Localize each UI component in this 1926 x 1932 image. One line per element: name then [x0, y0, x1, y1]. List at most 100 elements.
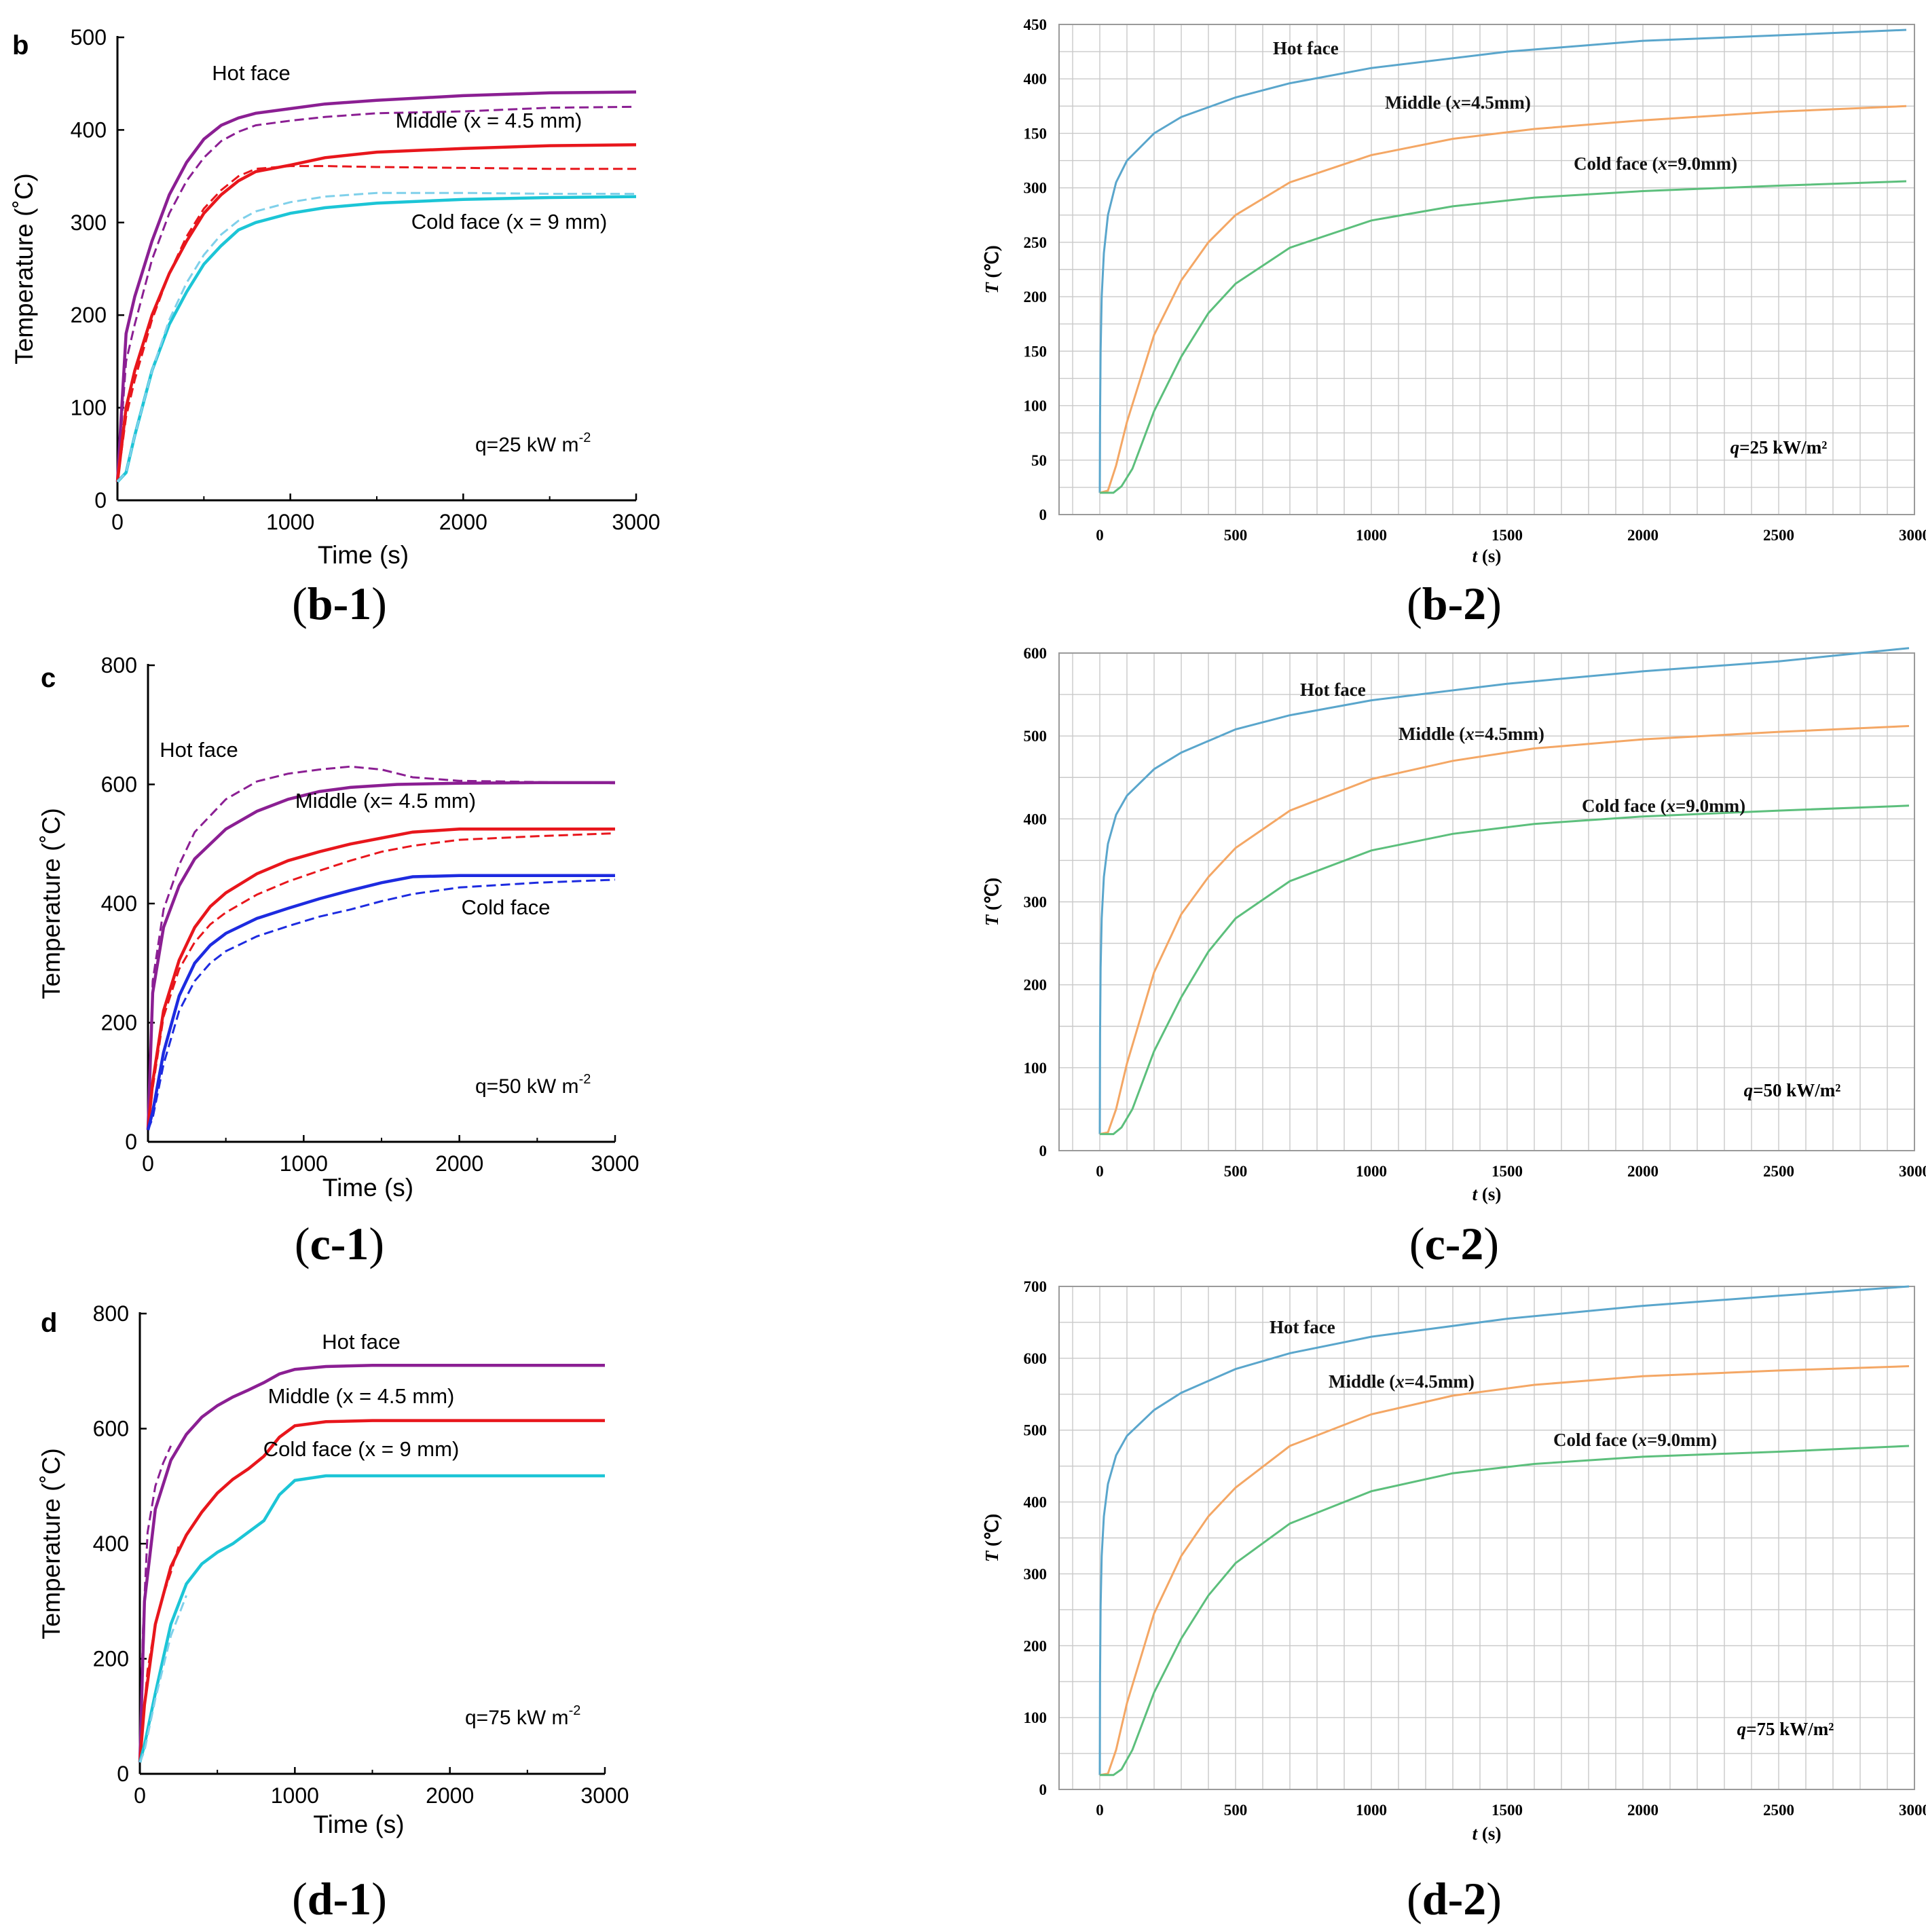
- series-label-post: =9.0mm): [1647, 1430, 1717, 1450]
- y-tick-label: 400: [101, 891, 137, 916]
- series-label-0: Hot face: [1300, 680, 1366, 700]
- caption-close: ): [369, 1218, 384, 1269]
- x-tick-label: 2500: [1763, 1802, 1794, 1819]
- caption-open: (: [1407, 1873, 1422, 1925]
- x-axis-label-var: t: [1473, 1184, 1479, 1204]
- series-label-1: Middle (x=4.5mm): [1329, 1371, 1475, 1392]
- y-tick-label: 600: [101, 773, 137, 797]
- y-axis-label: T (℃): [982, 1514, 1002, 1563]
- x-tick-label: 0: [142, 1151, 154, 1176]
- series-line-0: [1098, 29, 1907, 493]
- caption-open: (: [1409, 1218, 1425, 1269]
- series-line-3: [116, 165, 636, 482]
- series-line-1: [1099, 1365, 1910, 1777]
- x-tick-label: 3000: [591, 1151, 639, 1176]
- y-axis-label-var: T: [982, 914, 1002, 926]
- x-tick-label: 2000: [435, 1151, 483, 1176]
- caption-close: ): [1486, 578, 1502, 629]
- grid: [1059, 24, 1915, 515]
- panel-letter: d: [41, 1308, 57, 1338]
- y-tick-label: 200: [1024, 977, 1048, 994]
- panel-caption: (d-2): [1407, 1873, 1502, 1925]
- x-tick-label: 1500: [1492, 527, 1523, 544]
- y-axis-label-unit: (℃): [982, 878, 1002, 915]
- x-tick-label: 1000: [266, 510, 314, 534]
- series-label-4: Cold face (x = 9 mm): [411, 210, 608, 234]
- caption-open: (: [292, 578, 308, 629]
- x-tick-label: 2000: [439, 510, 487, 534]
- caption-id: d-1: [308, 1873, 371, 1925]
- x-tick-label: 1500: [1492, 1163, 1523, 1180]
- chart-panel-c-1: 0 1000 2000 3000 0 200 400 600 800 c Time (s) Tempe…: [37, 653, 640, 1269]
- x-axis-label: Time (s): [322, 1174, 413, 1202]
- x-tick-label: 500: [1224, 1163, 1248, 1180]
- caption-open: (: [1407, 578, 1422, 629]
- y-tick-label: 400: [93, 1531, 129, 1556]
- series-line-4: [138, 1474, 605, 1763]
- series-line-3: [138, 1546, 180, 1763]
- x-tick-label: 1000: [1356, 527, 1387, 544]
- series-line-0: [1098, 1285, 1910, 1775]
- y-tick-label: 600: [93, 1417, 129, 1441]
- series-line-5: [116, 191, 636, 483]
- series-line-1: [138, 1445, 172, 1763]
- series-line-3: [147, 832, 616, 1130]
- y-tick-label: 0: [117, 1762, 129, 1786]
- x-tick-label: 500: [1224, 527, 1248, 544]
- x-axis-label-unit: (s): [1477, 546, 1501, 566]
- y-tick-label: 500: [1024, 728, 1048, 745]
- y-tick-label: 450: [1024, 16, 1048, 33]
- y-tick-label: 400: [71, 117, 107, 142]
- series-label-var: x: [1464, 724, 1475, 744]
- x-tick-label: 2000: [1627, 527, 1659, 544]
- series-label-var: x: [1637, 1430, 1647, 1450]
- x-axis-label: t (s): [1473, 546, 1502, 566]
- panel-caption: (b-1): [292, 578, 387, 629]
- x-tick-label: 0: [1096, 527, 1104, 544]
- y-tick-label: 300: [71, 210, 107, 235]
- annotation-rest: =25 kW/m²: [1739, 437, 1827, 458]
- x-tick-label: 3000: [1899, 1163, 1926, 1180]
- y-tick-label: 300: [1024, 180, 1048, 197]
- series-line-2: [1100, 180, 1907, 494]
- x-axis-label-var: t: [1473, 546, 1479, 566]
- annotation-var: q: [1737, 1719, 1747, 1739]
- x-tick-label: 0: [134, 1783, 146, 1808]
- series-label-1: Middle (x=4.5mm): [1385, 92, 1531, 113]
- y-axis-label: Temperature (˚C): [37, 808, 65, 999]
- series-label-post: =4.5mm): [1461, 92, 1531, 113]
- panel-letter: c: [41, 663, 56, 693]
- x-tick-label: 0: [1096, 1163, 1104, 1180]
- y-tick-label: 100: [71, 396, 107, 420]
- y-tick-label: 100: [1024, 1060, 1048, 1077]
- series-label-1: Middle (x=4.5mm): [1399, 724, 1544, 744]
- y-tick-label: 0: [1039, 1143, 1048, 1159]
- y-tick-label: 400: [1024, 71, 1048, 88]
- series-label-0: Hot face: [1273, 38, 1339, 58]
- annotation-text: q=50 kW m: [475, 1075, 579, 1098]
- series-line-2: [115, 143, 637, 482]
- series-label-0: Hot face: [322, 1330, 400, 1354]
- chart-panel-c-2: 0 500 1000 1500 2000 2500 3000 0 100 200 300 400 500…: [982, 645, 1926, 1269]
- grid: [1059, 1286, 1915, 1790]
- x-tick-label: 500: [1224, 1802, 1248, 1819]
- caption-close: ): [1486, 1873, 1502, 1925]
- series-label-2: Middle (x = 4.5 mm): [268, 1384, 455, 1408]
- x-tick-label: 0: [1096, 1802, 1104, 1819]
- y-axis-label-unit: (℃): [982, 245, 1002, 282]
- caption-id: c-1: [310, 1218, 369, 1269]
- y-tick-label: 300: [1024, 894, 1048, 911]
- series-line-2: [1100, 804, 1910, 1136]
- x-tick-label: 3000: [1899, 1802, 1926, 1819]
- chart-panel-d-1: 0 1000 2000 3000 0 200 400 600 800 d Time (s) Tempe…: [37, 1301, 629, 1925]
- x-axis-label: Time (s): [318, 541, 409, 569]
- series-line-4: [116, 195, 637, 483]
- annotation: q=25 kW m-2: [475, 430, 591, 456]
- panel-caption: (c-1): [295, 1218, 384, 1269]
- x-tick-label: 2000: [1627, 1163, 1659, 1180]
- annotation-sup: -2: [579, 430, 591, 445]
- y-tick-label: 200: [1024, 1637, 1048, 1654]
- y-tick-label: 150: [1024, 125, 1048, 142]
- y-tick-label: 200: [93, 1647, 129, 1671]
